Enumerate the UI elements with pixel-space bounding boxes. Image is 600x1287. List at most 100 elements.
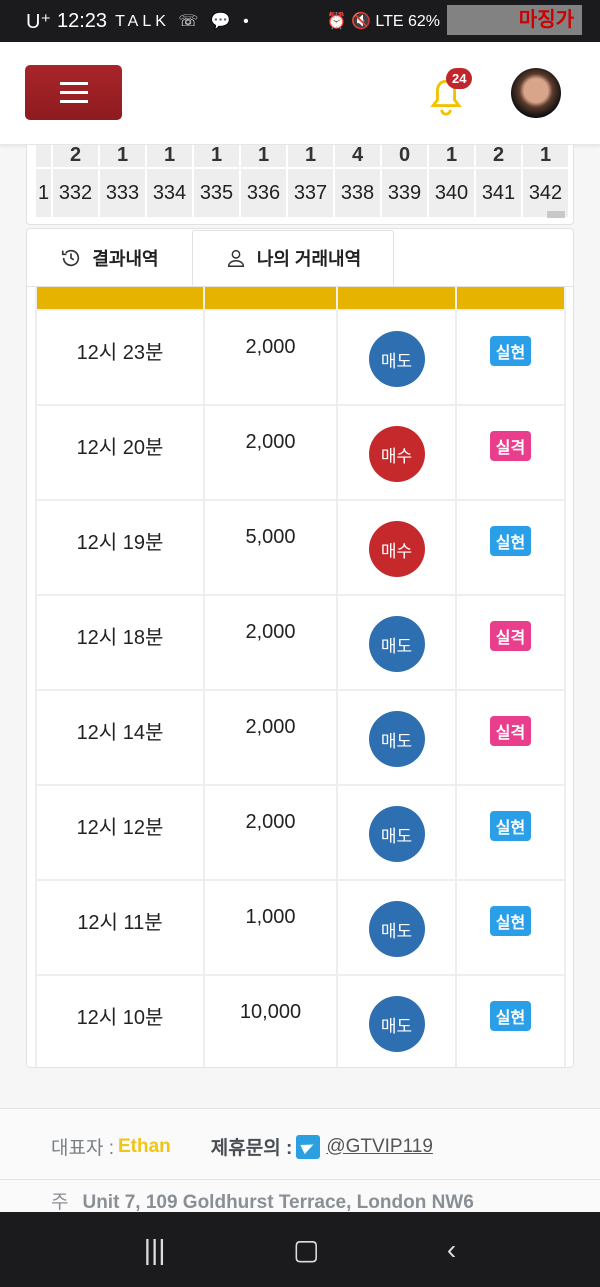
trade-type-badge: 매도: [368, 616, 425, 672]
trade-amount: 5,000: [203, 499, 338, 596]
notification-icons: TALK ☏ 💬 •: [115, 13, 253, 30]
trade-table: 12시 23분 2,000 매도 실현 12시 20분 2,000 매수 실격 12…: [35, 287, 566, 1067]
user-icon: [227, 249, 244, 267]
rep-label: 대표자 :: [51, 1138, 114, 1159]
table-row: 12시 14분 2,000 매도 실격: [35, 689, 566, 786]
grid-count: 1: [429, 145, 474, 169]
address-label: 주: [51, 1192, 69, 1213]
grid-round: 339: [387, 181, 422, 204]
result-badge: 실격: [489, 716, 532, 746]
result-badge: 실현: [489, 811, 532, 841]
grid-round: 336: [246, 181, 281, 204]
trade-amount: 1,000: [203, 879, 338, 976]
grid-round: 341: [481, 181, 516, 204]
grid-count: 1: [523, 145, 568, 169]
history-icon: [62, 249, 80, 266]
grid-count: 4: [335, 145, 380, 169]
recent-apps-icon[interactable]: |||: [143, 1233, 166, 1265]
history-card: 결과내역 나의 거래내역 12시 23분 2,000 매도 실현 12시 20분 …: [26, 228, 574, 1068]
grid-round: 332: [58, 181, 93, 204]
status-bar: U⁺ 12:23 TALK ☏ 💬 • ⏰ 🔇 LTE 62% 마징가: [0, 0, 600, 42]
trade-time: 12시 19분: [35, 499, 205, 596]
grid-column: 1 335: [194, 145, 241, 217]
grid-count: 1: [147, 145, 192, 169]
grid-column: 0 339: [382, 145, 429, 217]
grid-column: 1 337: [288, 145, 335, 217]
grid-round: 340: [434, 181, 469, 204]
grid-count: 2: [476, 145, 521, 169]
grid-round: 338: [340, 181, 375, 204]
tab-my-trades[interactable]: 나의 거래내역: [192, 230, 394, 286]
grid-round: 335: [199, 181, 234, 204]
grid-column: 2 332: [53, 145, 100, 217]
trade-time: 12시 20분: [35, 404, 205, 501]
trade-amount: 2,000: [203, 689, 338, 786]
horizontal-scrollbar[interactable]: [547, 211, 565, 218]
grid-column: 2 341: [476, 145, 523, 217]
grid-count: [36, 145, 51, 169]
grid-column: 4 338: [335, 145, 382, 217]
table-row: 12시 18분 2,000 매도 실격: [35, 594, 566, 691]
home-icon[interactable]: ▢: [293, 1234, 320, 1265]
result-badge: 실현: [489, 906, 532, 936]
tab-results[interactable]: 결과내역: [27, 229, 192, 286]
grid-column: 1 340: [429, 145, 476, 217]
trade-time: 12시 11분: [35, 879, 205, 976]
result-badge: 실현: [489, 526, 532, 556]
grid-count: 1: [100, 145, 145, 169]
app-header: 24: [0, 42, 600, 145]
back-icon[interactable]: ‹: [446, 1233, 457, 1265]
tab-label: 결과내역: [92, 248, 159, 269]
trade-type-badge: 매도: [368, 996, 425, 1052]
grid-column: 1 333: [100, 145, 147, 217]
grid-round: 342: [528, 181, 563, 204]
grid-count: 1: [288, 145, 333, 169]
trade-type-badge: 매도: [368, 711, 425, 767]
result-badge: 실격: [489, 431, 532, 461]
avatar[interactable]: [511, 68, 561, 118]
grid-count: 0: [382, 145, 427, 169]
table-row: 12시 20분 2,000 매수 실격: [35, 404, 566, 501]
telegram-icon[interactable]: [296, 1134, 321, 1159]
notification-badge: 24: [446, 68, 473, 89]
trade-time: 12시 12분: [35, 784, 205, 881]
trade-type-badge: 매도: [368, 806, 425, 862]
rep-name: Ethan: [118, 1135, 171, 1157]
result-grid[interactable]: 1 2 332 1 333 1 334 1 335 1 336 1 337 4 338 0 339 1 340 2 34…: [26, 145, 574, 225]
menu-button[interactable]: [25, 65, 122, 120]
grid-round: 1: [37, 181, 50, 204]
table-row: 12시 12분 2,000 매도 실현: [35, 784, 566, 881]
trade-time: 12시 18분: [35, 594, 205, 691]
trade-amount: 10,000: [203, 974, 338, 1067]
trade-time: 12시 14분: [35, 689, 205, 786]
trade-time: 12시 23분: [35, 309, 205, 406]
clock: 12:23: [57, 9, 108, 32]
trade-type-badge: 매수: [368, 521, 425, 577]
trade-type-badge: 매수: [368, 426, 425, 482]
grid-count: 1: [194, 145, 239, 169]
table-row: 12시 11분 1,000 매도 실현: [35, 879, 566, 976]
nav-bar: ||| ▢ ‹: [0, 1212, 600, 1287]
table-row: 12시 10분 10,000 매도 실현: [35, 974, 566, 1067]
trade-amount: 2,000: [203, 309, 338, 406]
trade-amount: 2,000: [203, 404, 338, 501]
trade-amount: 2,000: [203, 594, 338, 691]
result-badge: 실현: [489, 1001, 532, 1031]
trade-amount: 2,000: [203, 784, 338, 881]
grid-column: 1 342: [523, 145, 570, 217]
trade-type-badge: 매도: [368, 901, 425, 957]
contact-link[interactable]: @GTVIP119: [326, 1135, 433, 1157]
grid-count: 2: [53, 145, 98, 169]
footer: 대표자 : Ethan 제휴문의 : @GTVIP119 주 Unit 7, 10…: [0, 1108, 600, 1213]
trade-type-badge: 매도: [368, 331, 425, 387]
grid-column: 1 334: [147, 145, 194, 217]
trade-time: 12시 10분: [35, 974, 205, 1067]
grid-round: 334: [152, 181, 187, 204]
table-row: 12시 23분 2,000 매도 실현: [35, 309, 566, 406]
result-badge: 실현: [489, 336, 532, 366]
grid-round: 337: [293, 181, 328, 204]
grid-round: 333: [105, 181, 140, 204]
grid-count: 1: [241, 145, 286, 169]
contact-label: 제휴문의 :: [210, 1138, 293, 1159]
result-badge: 실격: [489, 621, 532, 651]
